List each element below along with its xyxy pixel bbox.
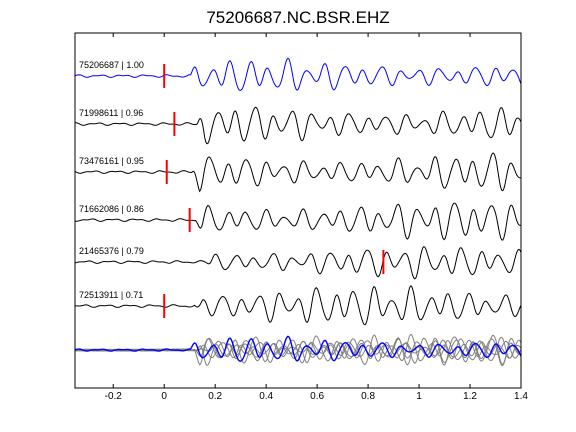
x-tick-label: 0 bbox=[161, 391, 167, 402]
axes-box bbox=[74, 32, 522, 389]
trace-label: 72513911 | 0.71 bbox=[79, 290, 143, 300]
trace-label: 73476161 | 0.95 bbox=[79, 156, 144, 166]
x-tick-label: 0.4 bbox=[259, 391, 273, 402]
trace-6 bbox=[74, 285, 522, 326]
trace-label: 71662086 | 0.86 bbox=[79, 204, 144, 214]
trace-label: 21465376 | 0.79 bbox=[79, 246, 144, 256]
x-tick-label: 0.2 bbox=[208, 391, 222, 402]
trace-label: 75206687 | 1.00 bbox=[79, 60, 144, 70]
x-tick-label: 0.6 bbox=[310, 391, 324, 402]
trace-5 bbox=[74, 246, 522, 280]
overlay-master-trace bbox=[74, 335, 522, 362]
x-axis: -0.2 0 0.2 0.4 0.6 0.8 1 1.2 1.4 bbox=[105, 33, 528, 402]
trace-1 bbox=[74, 57, 522, 92]
chart-title: 75206687.NC.BSR.EHZ bbox=[206, 8, 389, 27]
pick-group bbox=[163, 64, 385, 318]
label-group: 75206687 | 1.00 71998611 | 0.96 73476161 |… bbox=[79, 60, 144, 300]
x-tick-label: 1.2 bbox=[463, 391, 477, 402]
x-tick-label: 1.4 bbox=[514, 391, 528, 402]
x-tick-label: 1 bbox=[416, 391, 422, 402]
trace-2 bbox=[75, 106, 522, 145]
x-tick-label: -0.2 bbox=[105, 391, 123, 402]
trace-group bbox=[74, 57, 522, 367]
trace-label: 71998611 | 0.96 bbox=[79, 108, 143, 118]
trace-3 bbox=[74, 152, 522, 193]
trace-4 bbox=[74, 202, 522, 241]
x-tick-label: 0.8 bbox=[361, 391, 375, 402]
